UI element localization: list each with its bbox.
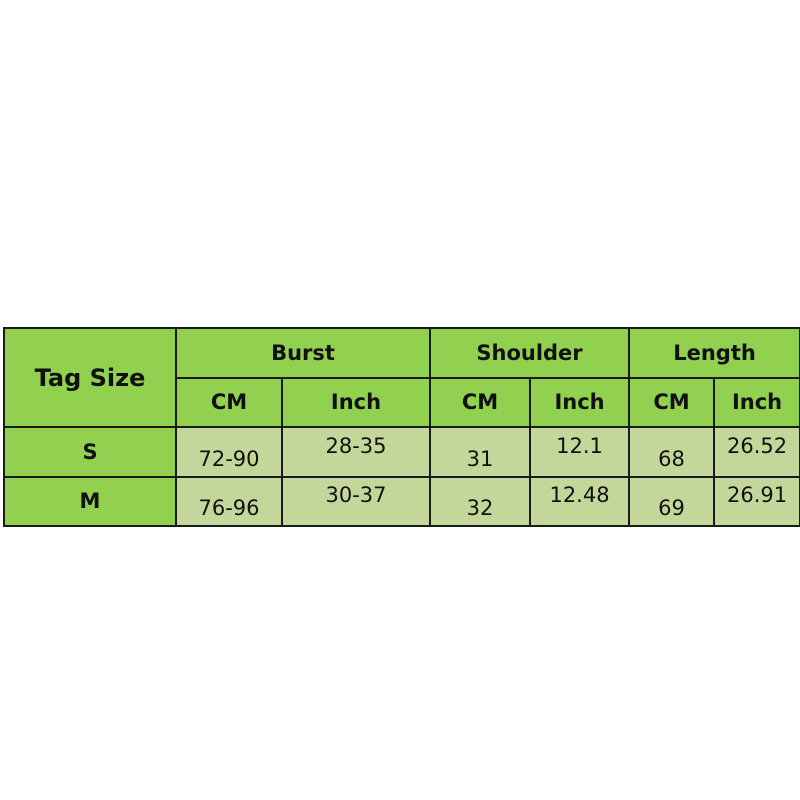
length-header: Length xyxy=(628,327,800,379)
unit-header: Inch xyxy=(713,376,800,428)
unit-header: Inch xyxy=(529,376,631,428)
table-cell: 68 xyxy=(628,426,716,478)
table-cell: 69 xyxy=(628,475,716,527)
table-cell: 26.52 xyxy=(713,426,800,478)
unit-header: CM xyxy=(429,376,532,428)
table-cell: 32 xyxy=(429,475,532,527)
size-chart-table: Tag Size Burst Shoulder Length CM Inch C… xyxy=(3,327,800,527)
unit-header: CM xyxy=(628,376,716,428)
table-cell: 26.91 xyxy=(713,475,800,527)
table-cell: 72-90 xyxy=(175,426,283,478)
burst-header: Burst xyxy=(174,327,432,379)
table-cell: 31 xyxy=(429,426,532,478)
table-cell: 12.1 xyxy=(529,426,631,478)
table-cell: 30-37 xyxy=(280,475,432,527)
unit-header: CM xyxy=(175,376,283,428)
table-cell: 28-35 xyxy=(280,426,432,478)
tag-size-header: Tag Size xyxy=(3,327,177,428)
table-row: S 72-90 28-35 31 12.1 68 26.52 xyxy=(3,426,800,478)
size-label: M xyxy=(3,475,177,527)
size-label: S xyxy=(3,426,177,478)
table-cell: 76-96 xyxy=(175,475,283,527)
table-row: M 76-96 30-37 32 12.48 69 26.91 xyxy=(3,475,800,527)
unit-header: Inch xyxy=(280,376,432,428)
shoulder-header: Shoulder xyxy=(429,327,631,379)
table-cell: 12.48 xyxy=(529,475,631,527)
